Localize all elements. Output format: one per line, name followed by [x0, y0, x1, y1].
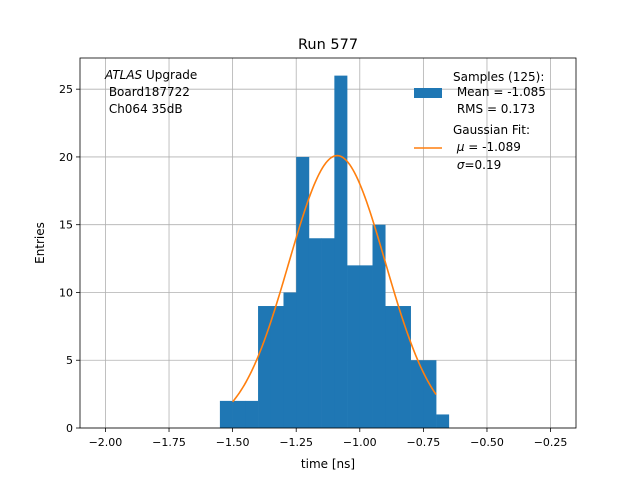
y-tick-label: 10 [59, 286, 73, 299]
legend-fit-line-1: Gaussian Fit: [453, 123, 530, 137]
histogram-bar [321, 238, 335, 428]
x-tick-label: −0.75 [407, 436, 441, 449]
histogram-bar [359, 265, 373, 428]
legend-sigma-symbol: σ [457, 158, 465, 172]
y-axis-ticks: 0 5 10 15 20 25 [59, 83, 80, 435]
x-tick-label: −0.25 [534, 436, 568, 449]
histogram-bar [423, 360, 437, 428]
legend-hist-line-1: Samples (125): [453, 70, 544, 84]
legend-fit-line-3: σ=0.19 [453, 158, 501, 172]
legend-fit-line-2: μ = -1.089 [453, 140, 521, 154]
legend-hist-line-2: Mean = -1.085 [453, 85, 546, 99]
legend-mu-symbol: μ [456, 140, 465, 154]
x-tick-label: −0.50 [470, 436, 504, 449]
x-tick-label: −1.75 [152, 436, 186, 449]
histogram-bar [219, 400, 233, 428]
histogram-bar [334, 75, 348, 428]
annotation-upgrade: Upgrade [142, 68, 197, 82]
x-axis-label: time [ns] [301, 457, 355, 471]
histogram-bar [308, 238, 322, 428]
histogram-bar [270, 306, 284, 428]
histogram-bar [385, 306, 399, 428]
x-tick-label: −1.25 [279, 436, 313, 449]
legend-mu-value: = -1.089 [464, 140, 520, 154]
legend-hist-swatch [414, 88, 442, 98]
legend: Samples (125): Mean = -1.085 RMS = 0.173… [414, 70, 546, 172]
plot-frame [79, 57, 577, 429]
annotation-atlas: ATLAS [104, 68, 143, 82]
x-axis-ticks: −2.00 −1.75 −1.50 −1.25 −1.00 −0.75 −0.50 −0.25 [89, 428, 568, 449]
chart-title: Run 577 [298, 37, 358, 53]
histogram-bar [296, 156, 310, 428]
histogram-bar [232, 400, 246, 428]
y-tick-label: 20 [59, 151, 73, 164]
annotation-line-2: Board187722 [105, 85, 190, 99]
y-tick-label: 25 [59, 83, 73, 96]
histogram-bar [436, 414, 450, 428]
x-tick-label: −1.50 [216, 436, 250, 449]
x-tick-label: −1.00 [343, 436, 377, 449]
y-tick-label: 5 [66, 354, 73, 367]
y-axis-label: Entries [33, 222, 47, 264]
histogram-bar [258, 306, 272, 428]
legend-hist-line-3: RMS = 0.173 [453, 102, 535, 116]
annotation-line-3: Ch064 35dB [105, 102, 183, 116]
gaussian-fit-curve [232, 154, 437, 403]
gaussian-fit-line [232, 154, 437, 403]
histogram-bar [245, 400, 259, 428]
histogram-bar [410, 360, 424, 428]
y-tick-label: 15 [59, 219, 73, 232]
annotation-text: ATLAS Upgrade Board187722 Ch064 35dB [104, 68, 197, 116]
histogram-bar [372, 224, 386, 428]
annotation-line-1: ATLAS Upgrade [104, 68, 197, 82]
y-tick-label: 0 [66, 422, 73, 435]
histogram-bar [283, 292, 297, 428]
histogram-bar [347, 265, 361, 428]
legend-sigma-value: =0.19 [464, 158, 501, 172]
x-tick-label: −2.00 [89, 436, 123, 449]
